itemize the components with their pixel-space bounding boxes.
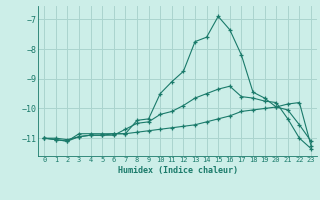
X-axis label: Humidex (Indice chaleur): Humidex (Indice chaleur) (118, 166, 238, 175)
